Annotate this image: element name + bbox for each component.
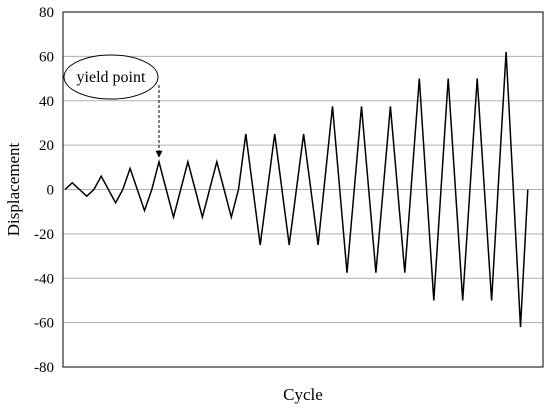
y-tick-label: 80 <box>39 5 54 21</box>
y-tick-label: -60 <box>34 316 54 332</box>
y-tick-label: 0 <box>47 183 55 199</box>
grid-lines <box>63 55 543 324</box>
displacement-series-line <box>64 51 529 328</box>
y-tick-label: 40 <box>39 94 54 110</box>
plot-area-frame <box>62 11 544 368</box>
y-tick-label: 60 <box>39 49 54 65</box>
y-tick-label: 20 <box>39 138 54 154</box>
x-axis-title: Cycle <box>283 385 323 404</box>
annotation-label: yield point <box>77 69 146 86</box>
y-tick-labels: 80 60 40 20 0 -20 -40 -60 -80 <box>34 5 54 376</box>
y-tick-label: -40 <box>34 271 54 287</box>
y-axis-title: Displacement <box>4 142 23 236</box>
annotation-arrowhead <box>155 150 163 158</box>
annotation-ellipse <box>63 54 159 100</box>
y-tick-label: -80 <box>34 360 54 376</box>
yield-point-annotation: yield point <box>63 54 163 158</box>
y-tick-label: -20 <box>34 227 54 243</box>
